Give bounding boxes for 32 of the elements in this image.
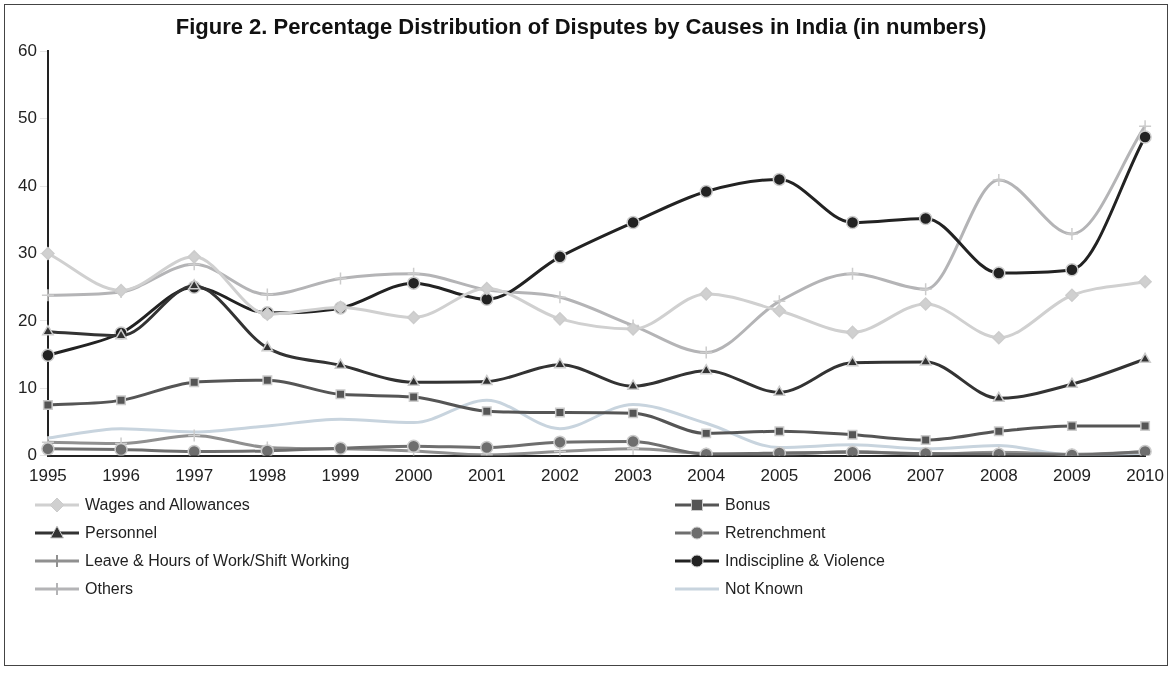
x-tick-label: 2006 <box>833 466 872 486</box>
x-tick-label: 2010 <box>1126 466 1164 486</box>
legend-label: Leave & Hours of Work/Shift Working <box>85 552 350 570</box>
x-tick-label: 2007 <box>906 466 945 486</box>
y-tick-label: 0 <box>27 445 37 465</box>
legend-label: Personnel <box>85 524 158 542</box>
legend-label: Wages and Allowances <box>85 496 250 514</box>
y-tick-label: 40 <box>17 175 37 195</box>
x-tick-label: 2009 <box>1053 466 1091 486</box>
x-tick-label: 2003 <box>614 466 652 486</box>
x-tick-label: 2002 <box>541 466 579 486</box>
y-tick-label: 60 <box>17 41 37 61</box>
chart-title: Figure 2. Percentage Distribution of Disputes by Causes in India (in numbers) <box>175 14 987 40</box>
y-tick-label: 30 <box>17 243 37 263</box>
x-tick-label: 1995 <box>29 466 67 486</box>
x-tick-label: 2004 <box>687 466 726 486</box>
y-tick-label: 20 <box>17 310 37 330</box>
x-tick-label: 1999 <box>321 466 360 486</box>
x-tick-label: 2005 <box>760 466 799 486</box>
x-tick-label: 1996 <box>102 466 140 486</box>
legend-label: Retrenchment <box>725 524 826 542</box>
x-tick-label: 2001 <box>467 466 506 486</box>
x-tick-label: 1998 <box>248 466 287 486</box>
x-tick-label: 1997 <box>175 466 214 486</box>
legend-label: Not Known <box>725 580 804 598</box>
y-tick-label: 50 <box>17 108 37 128</box>
legend-label: Bonus <box>725 496 771 514</box>
legend-label: Indiscipline & Violence <box>725 552 885 570</box>
y-tick-label: 10 <box>17 377 37 397</box>
x-tick-label: 2000 <box>394 466 433 486</box>
legend-label: Others <box>85 580 134 598</box>
x-tick-label: 2008 <box>979 466 1018 486</box>
